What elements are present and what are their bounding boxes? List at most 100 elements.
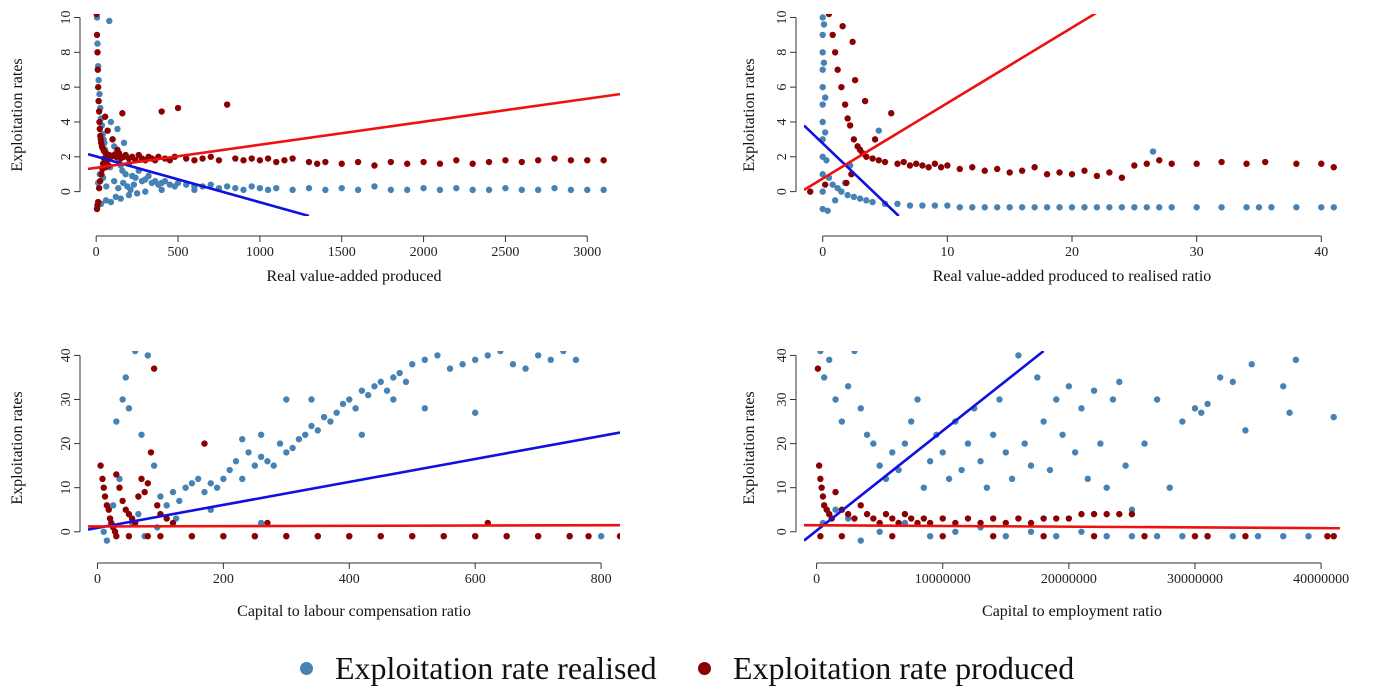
point-produced — [220, 532, 227, 540]
point-realised — [383, 387, 391, 394]
legend-item-produced: Exploitation rate produced — [698, 650, 1074, 687]
point-realised — [1084, 475, 1091, 483]
point-produced — [1040, 515, 1047, 522]
point-produced — [215, 157, 223, 164]
fit-line-produced — [88, 92, 620, 171]
point-realised — [127, 186, 134, 194]
x-tick-label: 200 — [213, 572, 234, 587]
point-realised — [213, 484, 221, 491]
point-produced — [453, 157, 460, 164]
point-realised — [1204, 400, 1211, 408]
x-tick-label: 600 — [465, 572, 486, 587]
point-produced — [1131, 162, 1138, 169]
point-realised — [1198, 409, 1205, 416]
point-produced — [169, 519, 177, 527]
point-realised — [377, 378, 384, 386]
point-produced — [1141, 532, 1148, 540]
point-realised — [989, 431, 997, 438]
point-produced — [113, 532, 120, 540]
point-produced — [157, 532, 164, 540]
point-produced — [881, 158, 889, 166]
point-realised — [1043, 204, 1051, 211]
point-realised — [820, 374, 828, 381]
point-realised — [339, 400, 347, 408]
point-realised — [283, 449, 290, 456]
point-realised — [1330, 413, 1337, 421]
y-tick-label: 2 — [59, 153, 74, 160]
point-realised — [191, 186, 198, 194]
point-realised — [434, 352, 441, 359]
point-produced — [1090, 510, 1098, 518]
fit-lines — [88, 92, 620, 216]
point-realised — [371, 183, 378, 190]
point-produced — [232, 155, 239, 162]
point-realised — [1280, 532, 1287, 540]
point-produced — [135, 493, 142, 500]
point-produced — [122, 506, 129, 513]
point-produced — [125, 510, 133, 518]
point-produced — [869, 155, 876, 162]
y-tick-label: 4 — [775, 118, 790, 125]
point-realised — [894, 200, 901, 208]
fit-line-realised — [88, 431, 620, 531]
fit-lines — [804, 351, 1340, 542]
point-realised — [1149, 148, 1157, 155]
point-realised — [1166, 484, 1173, 491]
point-realised — [302, 431, 309, 438]
point-realised — [133, 190, 141, 197]
point-realised — [1002, 532, 1009, 540]
data-points — [814, 351, 1337, 544]
point-produced — [95, 184, 103, 192]
x-tick-label: 20 — [1065, 245, 1079, 260]
point-realised — [239, 475, 246, 483]
point-realised — [352, 405, 359, 412]
point-realised — [876, 528, 883, 535]
point-realised — [469, 186, 476, 194]
point-realised — [1046, 466, 1054, 474]
y-tick-label: 20 — [59, 437, 74, 451]
point-realised — [409, 361, 416, 368]
point-produced — [849, 38, 856, 46]
point-realised — [952, 528, 959, 535]
point-produced — [1015, 515, 1022, 522]
point-produced — [1242, 532, 1249, 540]
point-produced — [616, 532, 620, 540]
point-produced — [1204, 532, 1211, 540]
point-realised — [396, 369, 403, 377]
point-realised — [908, 418, 915, 425]
point-produced — [843, 179, 850, 187]
y-tick-label: 0 — [775, 528, 790, 535]
point-produced — [969, 164, 976, 171]
point-produced — [96, 125, 103, 133]
point-produced — [113, 471, 120, 478]
point-realised — [283, 396, 290, 403]
point-produced — [163, 515, 170, 522]
point-produced — [1002, 519, 1009, 527]
point-produced — [338, 160, 345, 167]
point-produced — [502, 157, 509, 164]
point-produced — [1243, 160, 1250, 167]
point-realised — [264, 186, 272, 194]
point-produced — [104, 127, 111, 134]
point-realised — [857, 405, 864, 412]
point-realised — [509, 361, 517, 368]
y-tick-label: 10 — [59, 481, 74, 495]
point-realised — [547, 356, 554, 364]
point-produced — [283, 532, 290, 540]
point-produced — [240, 157, 247, 164]
point-realised — [1103, 532, 1110, 540]
x-tick-label: 800 — [591, 572, 612, 587]
point-realised — [94, 40, 101, 47]
point-produced — [313, 160, 321, 167]
point-realised — [110, 177, 118, 185]
point-produced — [138, 475, 145, 483]
x-tick-label: 400 — [339, 572, 360, 587]
point-produced — [440, 532, 447, 540]
point-produced — [94, 49, 101, 56]
point-realised — [919, 202, 926, 209]
point-realised — [145, 172, 152, 180]
point-produced — [409, 532, 416, 540]
point-realised — [518, 186, 525, 194]
point-realised — [851, 351, 858, 355]
data-points — [93, 14, 607, 213]
